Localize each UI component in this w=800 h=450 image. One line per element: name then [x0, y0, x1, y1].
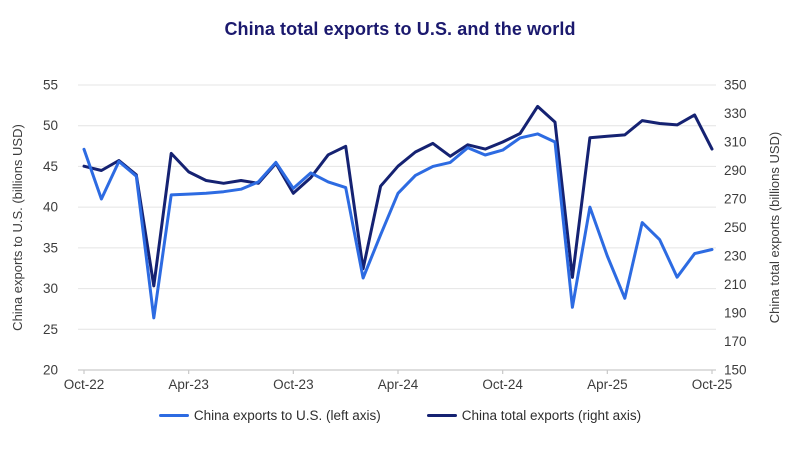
y-tick-label-right: 230: [724, 249, 747, 264]
legend: China exports to U.S. (left axis) China …: [0, 408, 800, 423]
y-axis-left-title: China exports to U.S. (billions USD): [10, 124, 25, 331]
series-line-total-exports: [82, 104, 714, 288]
x-tick-label: Oct-23: [273, 377, 314, 392]
y-tick-label-left: 30: [43, 281, 58, 296]
legend-label-us-exports: China exports to U.S. (left axis): [193, 408, 381, 423]
x-tick-label: Oct-25: [692, 377, 733, 392]
x-tick-label: Oct-22: [64, 377, 105, 392]
y-tick-label-left: 45: [43, 159, 58, 174]
y-tick-label-right: 330: [724, 106, 747, 121]
y-tick-label-left: 20: [43, 363, 58, 378]
y-tick-label-left: 35: [43, 240, 58, 255]
gridlines: [78, 84, 716, 371]
legend-item-total-exports: China total exports (right axis): [426, 408, 642, 423]
y-tick-label-left: 50: [43, 118, 58, 133]
y-tick-label-right: 310: [724, 135, 747, 150]
x-tick-label: Oct-24: [482, 377, 523, 392]
y-tick-label-left: 55: [43, 78, 58, 93]
y-tick-label-right: 290: [724, 163, 747, 178]
y-tick-label-left: 25: [43, 322, 58, 337]
x-tick-label: Apr-24: [378, 377, 419, 392]
y-tick-label-right: 250: [724, 220, 747, 235]
y-tick-label-right: 210: [724, 277, 747, 292]
y-tick-label-right: 170: [724, 334, 747, 349]
x-tick-label: Apr-23: [168, 377, 209, 392]
legend-item-us-exports: China exports to U.S. (left axis): [158, 408, 381, 423]
y-axis-right-title: China total exports (billions USD): [767, 132, 782, 323]
legend-label-total-exports: China total exports (right axis): [461, 408, 642, 423]
chart-title: China total exports to U.S. and the worl…: [224, 19, 576, 39]
x-axis: Oct-22 Apr-23 Oct-23 Apr-24 Oct-24 Apr-25 Oct-…: [64, 369, 733, 392]
y-axis-right: 150 170 190 210 230 250 270 290 310 330 350: [724, 78, 747, 378]
x-tick-label: Apr-25: [587, 377, 628, 392]
legend-line-swatch-blue: [158, 413, 189, 418]
y-tick-label-left: 40: [43, 200, 58, 215]
y-axis-left: 20 25 30 35 40 45 50 55: [43, 78, 58, 378]
y-tick-label-right: 150: [724, 363, 747, 378]
y-tick-label-right: 350: [724, 78, 747, 93]
y-tick-label-right: 270: [724, 192, 747, 207]
y-tick-label-right: 190: [724, 306, 747, 321]
series-line-us-exports: [82, 132, 714, 320]
legend-line-swatch-navy: [426, 413, 457, 418]
